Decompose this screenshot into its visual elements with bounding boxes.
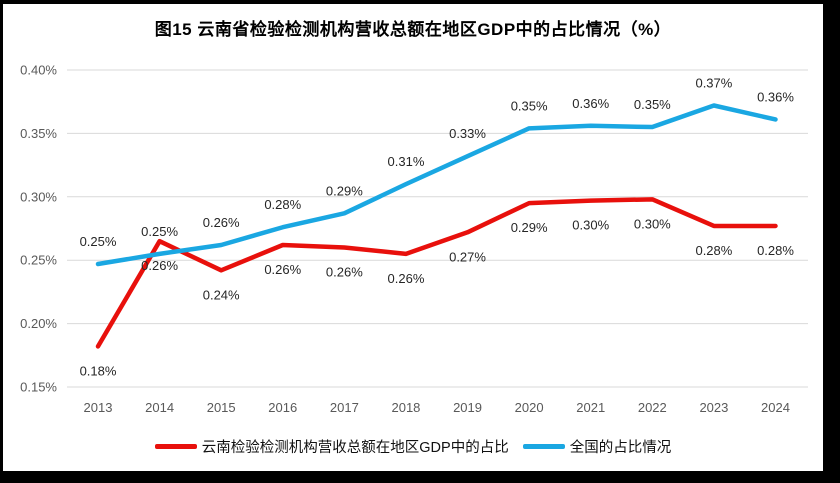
data-label: 0.36% <box>572 96 609 111</box>
data-label: 0.26% <box>326 265 363 280</box>
x-axis-tick-label: 2021 <box>576 400 605 415</box>
data-label: 0.26% <box>388 271 425 286</box>
data-label: 0.35% <box>511 98 548 113</box>
x-axis-tick-label: 2016 <box>268 400 297 415</box>
data-label: 0.28% <box>264 197 301 212</box>
data-label: 0.29% <box>326 183 363 198</box>
data-label: 0.37% <box>695 76 732 91</box>
data-label: 0.24% <box>203 287 240 302</box>
y-axis-tick-label: 0.35% <box>20 126 57 141</box>
y-axis-tick-label: 0.30% <box>20 189 57 204</box>
chart-title: 图15 云南省检验检测机构营收总额在地区GDP中的占比情况（%） <box>154 20 672 39</box>
x-axis-tick-label: 2015 <box>207 400 236 415</box>
data-label: 0.18% <box>80 363 117 378</box>
data-label: 0.28% <box>757 243 794 258</box>
data-label: 0.30% <box>634 216 671 231</box>
data-label: 0.31% <box>388 154 425 169</box>
x-axis-tick-label: 2019 <box>453 400 482 415</box>
x-axis-tick-label: 2018 <box>391 400 420 415</box>
data-label: 0.36% <box>757 89 794 104</box>
chart-panel <box>3 4 823 471</box>
legend-label-yunnan: 云南检验检测机构营收总额在地区GDP中的占比 <box>201 440 509 456</box>
data-label: 0.26% <box>203 215 240 230</box>
data-label: 0.35% <box>634 97 671 112</box>
x-axis-tick-label: 2020 <box>515 400 544 415</box>
data-label: 0.29% <box>511 220 548 235</box>
blue-line-swatch <box>522 444 565 449</box>
red-line-swatch <box>154 444 197 449</box>
x-axis-tick-label: 2022 <box>638 400 667 415</box>
x-axis-tick-label: 2023 <box>699 400 728 415</box>
series-line-yunnan <box>95 197 778 349</box>
y-axis-tick-label: 0.40% <box>20 63 57 78</box>
data-label: 0.27% <box>449 249 486 264</box>
series-line-national <box>95 103 778 267</box>
x-axis-tick-label: 2013 <box>84 400 113 415</box>
data-label: 0.28% <box>695 243 732 258</box>
data-label: 0.25% <box>80 234 117 249</box>
chart-legend: 云南检验检测机构营收总额在地区GDP中的占比 全国的占比情况 <box>3 436 823 457</box>
y-axis-tick-label: 0.20% <box>20 316 57 331</box>
y-axis-tick-label: 0.25% <box>20 253 57 268</box>
x-axis-tick-label: 2014 <box>145 400 174 415</box>
legend-item-yunnan: 云南检验检测机构营收总额在地区GDP中的占比 <box>154 436 509 457</box>
data-label: 0.25% <box>141 224 178 239</box>
data-label: 0.26% <box>141 258 178 273</box>
x-axis-tick-label: 2024 <box>761 400 790 415</box>
legend-item-national: 全国的占比情况 <box>522 436 672 457</box>
data-label: 0.26% <box>264 262 301 277</box>
x-axis-tick-label: 2017 <box>330 400 359 415</box>
data-label: 0.30% <box>572 218 609 233</box>
legend-label-national: 全国的占比情况 <box>569 440 672 456</box>
data-label: 0.33% <box>449 126 486 141</box>
y-axis-tick-label: 0.15% <box>20 380 57 395</box>
